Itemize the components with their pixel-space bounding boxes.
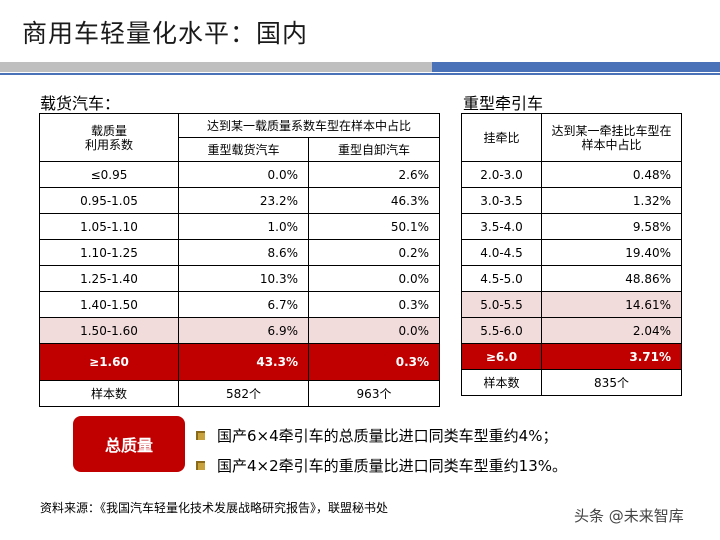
- table-row: 3.0-3.5 1.32%: [461, 187, 682, 214]
- row-value-b: 0.3%: [307, 291, 441, 318]
- row-value: 3.71%: [541, 343, 682, 370]
- row-range: 2.0-3.0: [461, 161, 542, 188]
- bullet-item: 国产4×2牵引车的重质量比进口同类车型重约13%。: [196, 455, 567, 476]
- header-tow-ratio: 挂牵比: [461, 113, 542, 162]
- table-row: 1.25-1.40 10.3% 0.0%: [39, 265, 441, 292]
- row-range: 5.0-5.5: [461, 291, 542, 318]
- bullet-square-icon: [196, 461, 205, 470]
- row-range: 4.5-5.0: [461, 265, 542, 292]
- truck-table: 载质量 利用系数 达到某一载质量系数车型在样本中占比 重型载货汽车 重型自卸汽车…: [39, 113, 441, 407]
- row-range: 3.0-3.5: [461, 187, 542, 214]
- header-heavy-truck: 重型载货汽车: [178, 137, 309, 162]
- sample-label: 样本数: [39, 380, 179, 407]
- row-value-a: 6.7%: [178, 291, 309, 318]
- row-value: 2.04%: [541, 317, 682, 344]
- header-share: 达到某一牵挂比车型在样本中占比: [541, 113, 682, 162]
- row-range: 1.40-1.50: [39, 291, 179, 318]
- table-row: 4.5-5.0 48.86%: [461, 265, 682, 292]
- row-value-a: 43.3%: [178, 343, 309, 381]
- table-row-highlight: 1.50-1.60 6.9% 0.0%: [39, 317, 441, 344]
- bullet-text: 国产6×4牵引车的总质量比进口同类车型重约4%；: [217, 427, 558, 445]
- source-note: 资料来源：《我国汽车轻量化技术发展战略研究报告》，联盟秘书处: [40, 501, 389, 515]
- row-value-b: 0.3%: [307, 343, 441, 381]
- table-row: 1.05-1.10 1.0% 50.1%: [39, 213, 441, 240]
- header-group: 达到某一载质量系数车型在样本中占比: [177, 113, 441, 138]
- row-range: 1.10-1.25: [39, 239, 179, 266]
- title-rule-thin: [0, 73, 720, 75]
- sample-value-b: 963个: [307, 380, 441, 407]
- row-value-b: 2.6%: [307, 161, 441, 188]
- table-row-emphasis: ≥6.0 3.71%: [461, 343, 682, 370]
- row-range: 0.95-1.05: [39, 187, 179, 214]
- table-row-highlight: 5.5-6.0 2.04%: [461, 317, 682, 344]
- bullet-item: 国产6×4牵引车的总质量比进口同类车型重约4%；: [196, 425, 557, 446]
- row-value-a: 1.0%: [178, 213, 309, 240]
- table-row-sample: 样本数 582个 963个: [39, 380, 441, 407]
- table-row-emphasis: ≥1.60 43.3% 0.3%: [39, 343, 441, 381]
- table-row-sample: 样本数 835个: [461, 369, 682, 396]
- table-row: 3.5-4.0 9.58%: [461, 213, 682, 240]
- row-value: 48.86%: [541, 265, 682, 292]
- table-row: 1.10-1.25 8.6% 0.2%: [39, 239, 441, 266]
- watermark: 头条 @未来智库: [574, 507, 684, 525]
- row-range: 3.5-4.0: [461, 213, 542, 240]
- total-mass-badge: 总质量: [73, 416, 185, 472]
- right-section-label: 重型牵引车: [463, 94, 544, 113]
- table-row: ≤0.95 0.0% 2.6%: [39, 161, 441, 188]
- table-row: 1.40-1.50 6.7% 0.3%: [39, 291, 441, 318]
- row-range: 5.5-6.0: [461, 317, 542, 344]
- row-value: 9.58%: [541, 213, 682, 240]
- bullet-text: 国产4×2牵引车的重质量比进口同类车型重约13%。: [217, 457, 567, 475]
- page-title: 商用车轻量化水平：国内: [22, 19, 309, 48]
- row-value: 1.32%: [541, 187, 682, 214]
- row-value-a: 23.2%: [178, 187, 309, 214]
- table-row: 4.0-4.5 19.40%: [461, 239, 682, 266]
- sample-value-a: 582个: [178, 380, 309, 407]
- tractor-table: 挂牵比 达到某一牵挂比车型在样本中占比 2.0-3.0 0.48% 3.0-3.…: [461, 113, 682, 396]
- row-value-a: 6.9%: [178, 317, 309, 344]
- row-value: 14.61%: [541, 291, 682, 318]
- row-value: 19.40%: [541, 239, 682, 266]
- row-range: 1.05-1.10: [39, 213, 179, 240]
- row-range: 1.50-1.60: [39, 317, 179, 344]
- row-range: 1.25-1.40: [39, 265, 179, 292]
- table-row-highlight: 5.0-5.5 14.61%: [461, 291, 682, 318]
- sample-value: 835个: [541, 369, 682, 396]
- row-value-b: 46.3%: [307, 187, 441, 214]
- row-value-b: 0.0%: [307, 317, 441, 344]
- row-range: ≥6.0: [461, 343, 542, 370]
- table-row: 0.95-1.05 23.2% 46.3%: [39, 187, 441, 214]
- table-row: 2.0-3.0 0.48%: [461, 161, 682, 188]
- row-value-a: 10.3%: [178, 265, 309, 292]
- row-value-b: 0.2%: [307, 239, 441, 266]
- row-range: ≤0.95: [39, 161, 179, 188]
- title-rule-blue: [432, 62, 720, 72]
- header-load-factor: 载质量 利用系数: [39, 113, 179, 162]
- header-dump-truck: 重型自卸汽车: [307, 137, 441, 162]
- row-range: 4.0-4.5: [461, 239, 542, 266]
- row-value: 0.48%: [541, 161, 682, 188]
- row-value-a: 8.6%: [178, 239, 309, 266]
- row-value-b: 0.0%: [307, 265, 441, 292]
- title-rule-gray: [0, 62, 432, 72]
- row-value-a: 0.0%: [178, 161, 309, 188]
- left-section-label: 载货汽车：: [40, 94, 121, 113]
- row-value-b: 50.1%: [307, 213, 441, 240]
- sample-label: 样本数: [461, 369, 542, 396]
- row-range: ≥1.60: [39, 343, 179, 381]
- bullet-square-icon: [196, 431, 205, 440]
